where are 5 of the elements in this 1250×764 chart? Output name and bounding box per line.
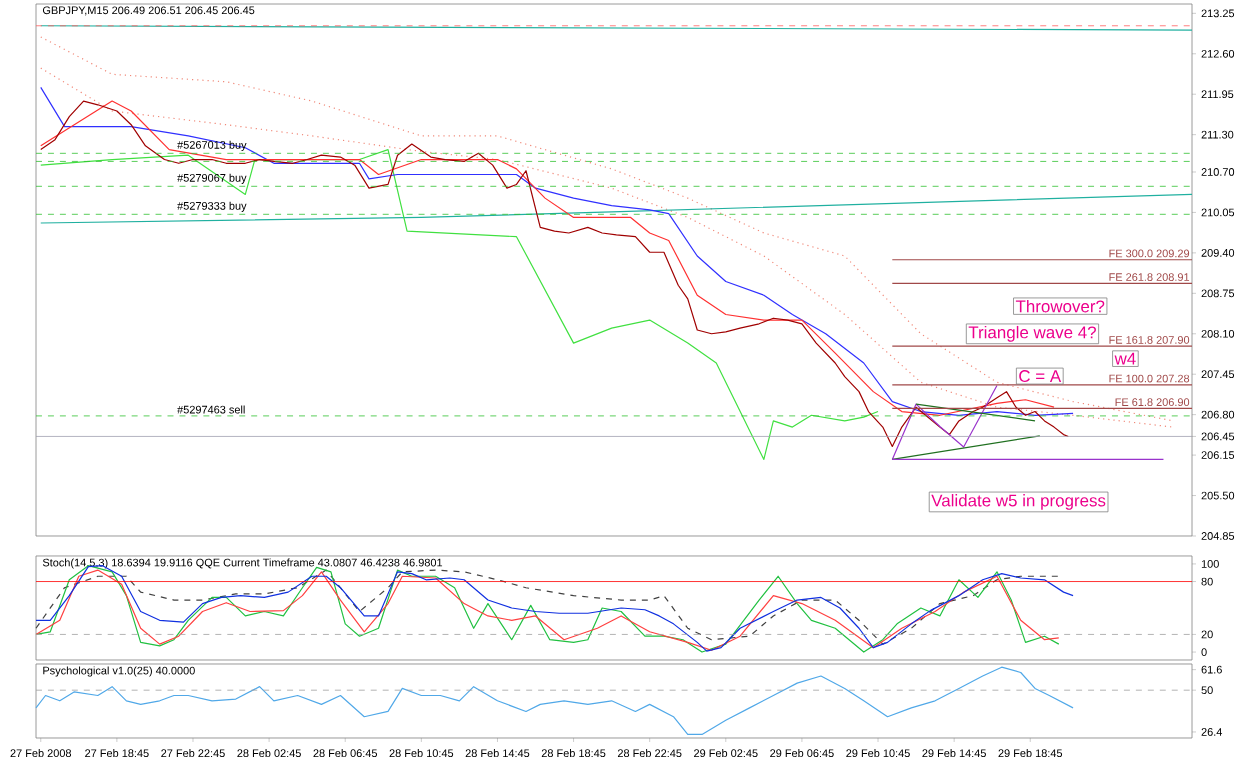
annotation: Validate w5 in progress — [931, 494, 1106, 510]
annotation: C = A — [1019, 370, 1062, 383]
annotation: w4 — [1114, 352, 1136, 365]
annotation: Throwover? — [1015, 300, 1105, 313]
annotation: Triangle wave 4? — [968, 326, 1096, 342]
